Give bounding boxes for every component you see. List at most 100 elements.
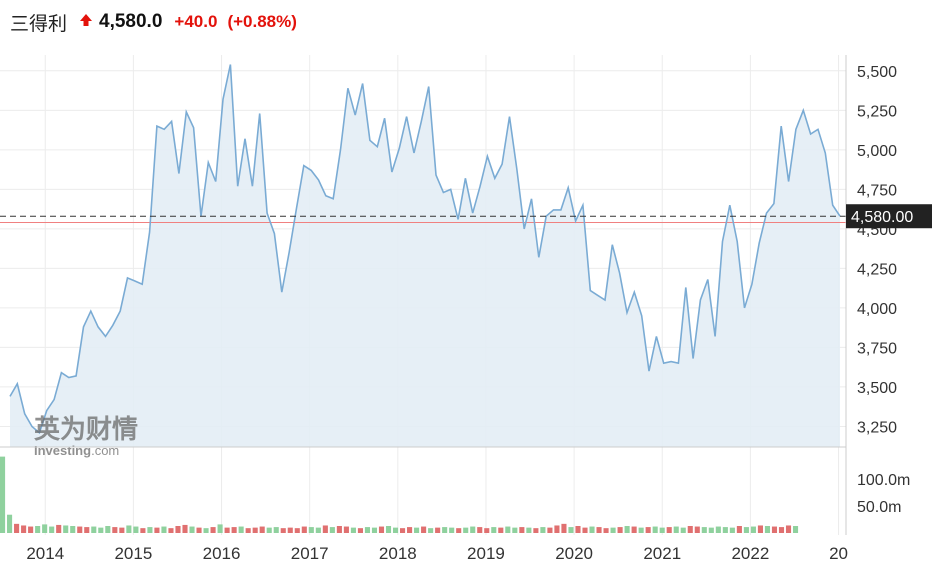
current-price-label: 4,580.00 [851, 209, 913, 226]
volume-bar [463, 527, 469, 533]
volume-bar [357, 528, 363, 533]
quote-header: 三得利 4,580.0 +40.0 (+0.88%) [10, 8, 297, 36]
volume-bar [547, 527, 553, 533]
volume-bar [28, 526, 34, 533]
volume-bar [568, 527, 574, 533]
volume-bar [526, 527, 532, 533]
volume-bar [785, 525, 792, 533]
volume-bar [477, 527, 483, 533]
volume-bar [84, 527, 90, 533]
volume-bar [470, 526, 476, 533]
volume-bar [631, 526, 637, 533]
watermark-cn: 英为财情 [34, 415, 138, 445]
volume-bar [449, 527, 455, 533]
volume-bar [322, 525, 328, 533]
volume-bar [652, 526, 658, 533]
volume-bar [119, 527, 125, 533]
volume-bar [764, 526, 771, 533]
volume-bar [168, 528, 174, 533]
volume-bar [792, 526, 799, 533]
volume-bar [0, 456, 6, 533]
volume-bar [385, 526, 392, 533]
volume-bar [189, 526, 195, 533]
volume-bar [49, 526, 55, 533]
y-tick-label: 4,250 [857, 261, 897, 278]
volume-bar [252, 527, 258, 533]
volume-bar [757, 525, 763, 533]
volume-bar [273, 527, 279, 533]
volume-bar [217, 524, 223, 533]
volume-bar [14, 523, 20, 533]
volume-bar [596, 527, 602, 533]
volume-bar [442, 527, 448, 533]
volume-bar [729, 527, 735, 533]
y-tick-label: 5,250 [857, 103, 897, 120]
volume-bar [266, 527, 272, 533]
volume-bar [21, 525, 27, 533]
volume-bar [645, 527, 651, 533]
x-tick-label: 2022 [731, 544, 769, 563]
volume-tick-label: 50.0m [857, 499, 901, 516]
current-price-tag: 4,580.00 [846, 204, 932, 229]
investing-watermark: 英为财情 Investing.com [34, 415, 138, 458]
y-tick-label: 5,000 [857, 143, 897, 160]
watermark-en: Investing.com [34, 443, 119, 458]
volume-bar [540, 527, 546, 533]
volume-bars [0, 456, 799, 533]
price-change-percent: (+0.88%) [227, 12, 297, 31]
volume-bar [70, 526, 76, 533]
volume-bar [400, 528, 406, 533]
volume-bar [77, 526, 83, 533]
volume-bar [371, 527, 378, 533]
volume-bar [414, 527, 420, 533]
volume-bar [63, 525, 69, 533]
x-tick-label: 2015 [114, 544, 152, 563]
volume-bar [378, 526, 385, 533]
volume-bar [133, 526, 139, 533]
volume-bar [238, 526, 244, 533]
volume-bar [491, 527, 497, 533]
volume-bar [350, 527, 356, 533]
volume-bar [659, 527, 665, 533]
y-tick-label: 5,500 [857, 64, 897, 81]
y-tick-label: 4,750 [857, 182, 897, 199]
volume-bar [484, 528, 490, 533]
price-change: +40.0 [174, 12, 218, 31]
volume-bar [35, 526, 41, 533]
volume-bar [182, 524, 188, 533]
volume-bar [301, 526, 307, 533]
y-tick-label: 3,250 [857, 419, 897, 436]
volume-bar [617, 527, 623, 533]
volume-bar [687, 526, 693, 533]
volume-bar [280, 528, 286, 533]
volume-bar [498, 527, 504, 533]
volume-bar [743, 527, 749, 533]
stock-name: 三得利 [10, 12, 68, 35]
volume-bar [392, 527, 399, 533]
volume-bar [624, 526, 630, 533]
volume-bar [364, 527, 371, 533]
volume-bar [175, 526, 181, 533]
volume-bar [7, 514, 13, 533]
volume-bar [147, 527, 153, 533]
volume-bar [407, 527, 413, 533]
volume-bar [512, 527, 518, 533]
x-tick-label: 2014 [26, 544, 64, 563]
volume-bar [715, 526, 721, 533]
watermark-en-suffix: .com [91, 443, 119, 458]
volume-bar [701, 527, 707, 533]
x-tick-label: 2019 [467, 544, 505, 563]
volume-bar [575, 526, 581, 533]
volume-bar [561, 523, 567, 533]
volume-bar [154, 527, 160, 533]
x-tick-label: 2018 [379, 544, 417, 563]
volume-bar [505, 526, 511, 533]
volume-bar [98, 527, 104, 533]
x-tick-label: 2017 [291, 544, 329, 563]
volume-bar [638, 527, 644, 533]
x-tick-label: 2021 [643, 544, 681, 563]
volume-bar [582, 527, 588, 533]
volume-tick-label: 100.0m [857, 472, 910, 489]
volume-bar [771, 526, 778, 533]
